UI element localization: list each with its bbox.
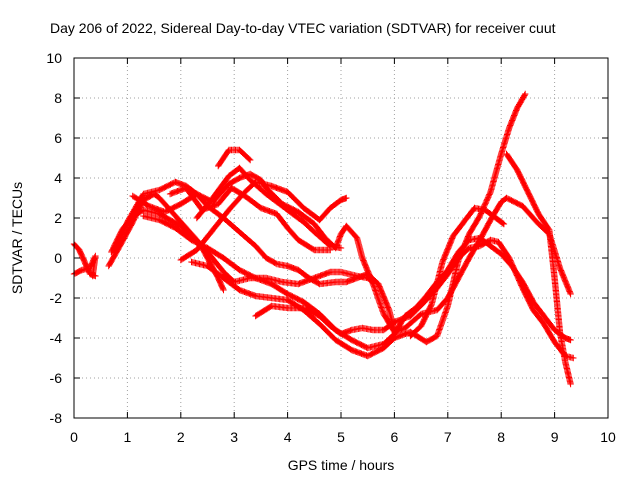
y-tick-label: 2 xyxy=(54,210,62,226)
y-tick-label: -8 xyxy=(50,410,63,426)
y-tick-label: 0 xyxy=(54,250,62,266)
axis-ticks: 0 1 2 3 4 5 6 7 8 9 10 -8 -6 -4 -2 0 2 4 6 8 10 xyxy=(46,50,616,445)
x-tick-label: 4 xyxy=(284,429,292,445)
series-arc-15 xyxy=(503,150,574,388)
series-arc-14 xyxy=(407,204,508,340)
x-tick-label: 8 xyxy=(497,429,505,445)
series-markers xyxy=(215,146,254,170)
x-tick-label: 7 xyxy=(444,429,452,445)
x-tick-label: 0 xyxy=(70,429,78,445)
x-tick-label: 6 xyxy=(391,429,399,445)
x-tick-label: 5 xyxy=(337,429,345,445)
grid xyxy=(74,58,608,418)
x-tick-label: 2 xyxy=(177,429,185,445)
chart-title: Day 206 of 2022, Sidereal Day-to-day VTE… xyxy=(50,20,556,36)
series-arc-10 xyxy=(193,164,345,252)
series-markers xyxy=(503,150,574,388)
y-tick-label: -6 xyxy=(50,370,63,386)
series-markers xyxy=(407,204,508,340)
y-tick-label: 8 xyxy=(54,90,62,106)
data-series xyxy=(70,90,577,388)
series-markers xyxy=(166,184,334,254)
y-tick-label: 10 xyxy=(46,50,62,66)
y-tick-label: -4 xyxy=(50,330,63,346)
y-tick-label: 4 xyxy=(54,170,62,186)
y-tick-label: 6 xyxy=(54,130,62,146)
series-arc-11 xyxy=(166,184,334,254)
series-markers xyxy=(193,164,345,252)
x-tick-label: 9 xyxy=(551,429,559,445)
x-tick-label: 10 xyxy=(600,429,616,445)
x-tick-label: 3 xyxy=(230,429,238,445)
x-axis-label: GPS time / hours xyxy=(288,457,395,473)
x-tick-label: 1 xyxy=(124,429,132,445)
y-axis-label: SDTVAR / TECUs xyxy=(9,182,25,294)
series-arc-7 xyxy=(215,146,254,170)
y-tick-label: -2 xyxy=(50,290,63,306)
